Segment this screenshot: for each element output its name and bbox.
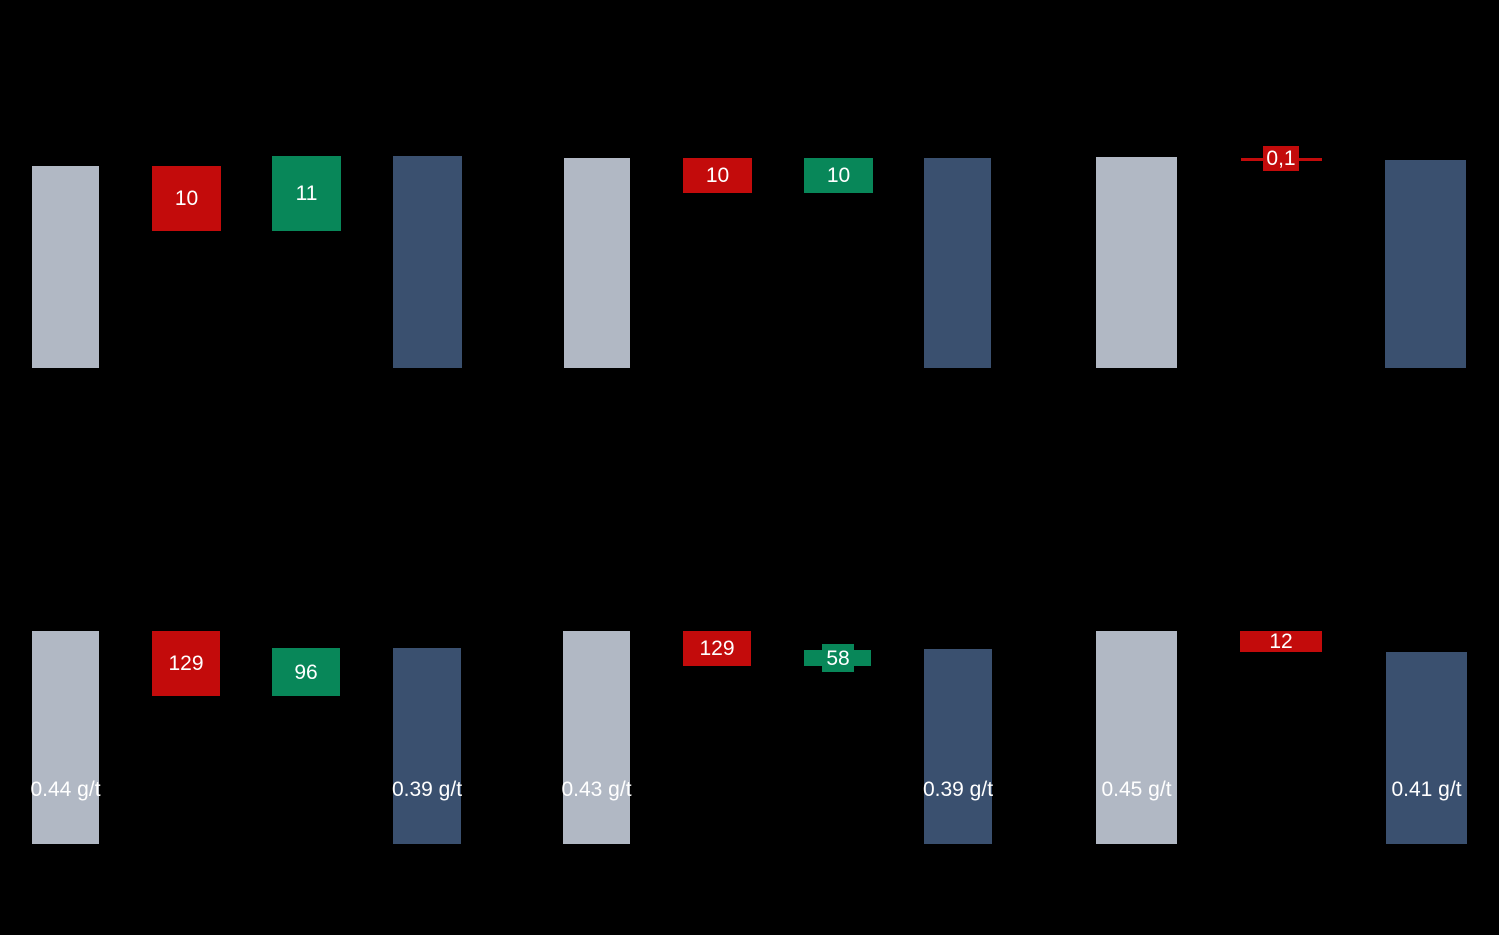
top-right-end-bar xyxy=(1385,160,1466,368)
bottom-middle-decrease-bar xyxy=(683,631,751,666)
bottom-right-decrease-bar xyxy=(1240,631,1322,652)
bottom-right-end-bar xyxy=(1386,652,1467,844)
top-middle-end-bar xyxy=(924,158,991,368)
bottom-left-decrease-bar xyxy=(152,631,220,696)
top-right-decrease-label: 0,1 xyxy=(1263,146,1299,171)
bottom-left-end-bar xyxy=(393,648,461,844)
top-right-start-bar xyxy=(1096,157,1177,368)
bottom-left-start-bar xyxy=(32,631,99,844)
top-left-end-bar xyxy=(393,156,462,368)
bottom-middle-end-bar xyxy=(924,649,992,844)
bottom-right-start-bar xyxy=(1096,631,1177,844)
top-left-decrease-bar xyxy=(152,166,221,231)
top-middle-increase-bar xyxy=(804,158,873,193)
top-middle-decrease-bar xyxy=(683,158,752,193)
top-middle-start-bar xyxy=(564,158,630,368)
bottom-left-increase-bar xyxy=(272,648,340,696)
bottom-middle-start-bar xyxy=(563,631,630,844)
top-left-increase-bar xyxy=(272,156,341,231)
bottom-middle-increase-label: 58 xyxy=(822,644,854,672)
top-left-start-bar xyxy=(32,166,99,368)
